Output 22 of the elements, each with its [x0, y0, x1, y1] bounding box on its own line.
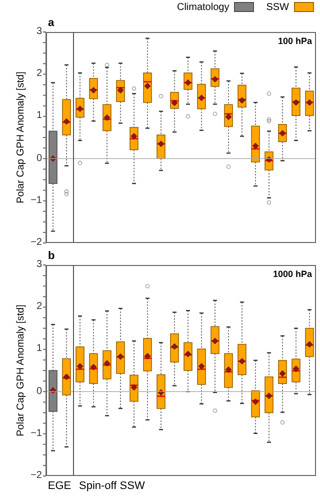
y-tick-label: 2 [36, 68, 42, 80]
y-axis-title: Polar Cap GPH Anomaly [std] [16, 304, 27, 436]
y-tick-label: 1 [36, 343, 42, 356]
y-axis-title: Polar Cap GPH Anomaly [std] [16, 71, 27, 204]
y-tick-label: 3 [36, 259, 42, 271]
y-tick-label: −2 [30, 237, 42, 249]
legend-label: Climatology [176, 2, 230, 12]
y-tick-label: 2 [36, 301, 42, 314]
text: EGE [46, 480, 72, 492]
text: Spin-off SSW [79, 480, 145, 492]
y-tick-label: 0 [36, 152, 42, 165]
y-tick-label: 0 [36, 386, 42, 398]
legend-label: SSW [266, 2, 289, 12]
y-tick-label: 1 [36, 110, 42, 122]
y-tick-label: −2 [30, 470, 42, 482]
y-tick-label: −1 [30, 428, 42, 440]
y-tick-label: −1 [30, 194, 42, 207]
y-tick-label: 3 [36, 26, 42, 38]
annotation: 1000 hPa [272, 269, 312, 279]
chart-title: a [48, 17, 54, 29]
annotation: 100 hPa [278, 36, 312, 46]
chart-title: b [48, 250, 55, 262]
